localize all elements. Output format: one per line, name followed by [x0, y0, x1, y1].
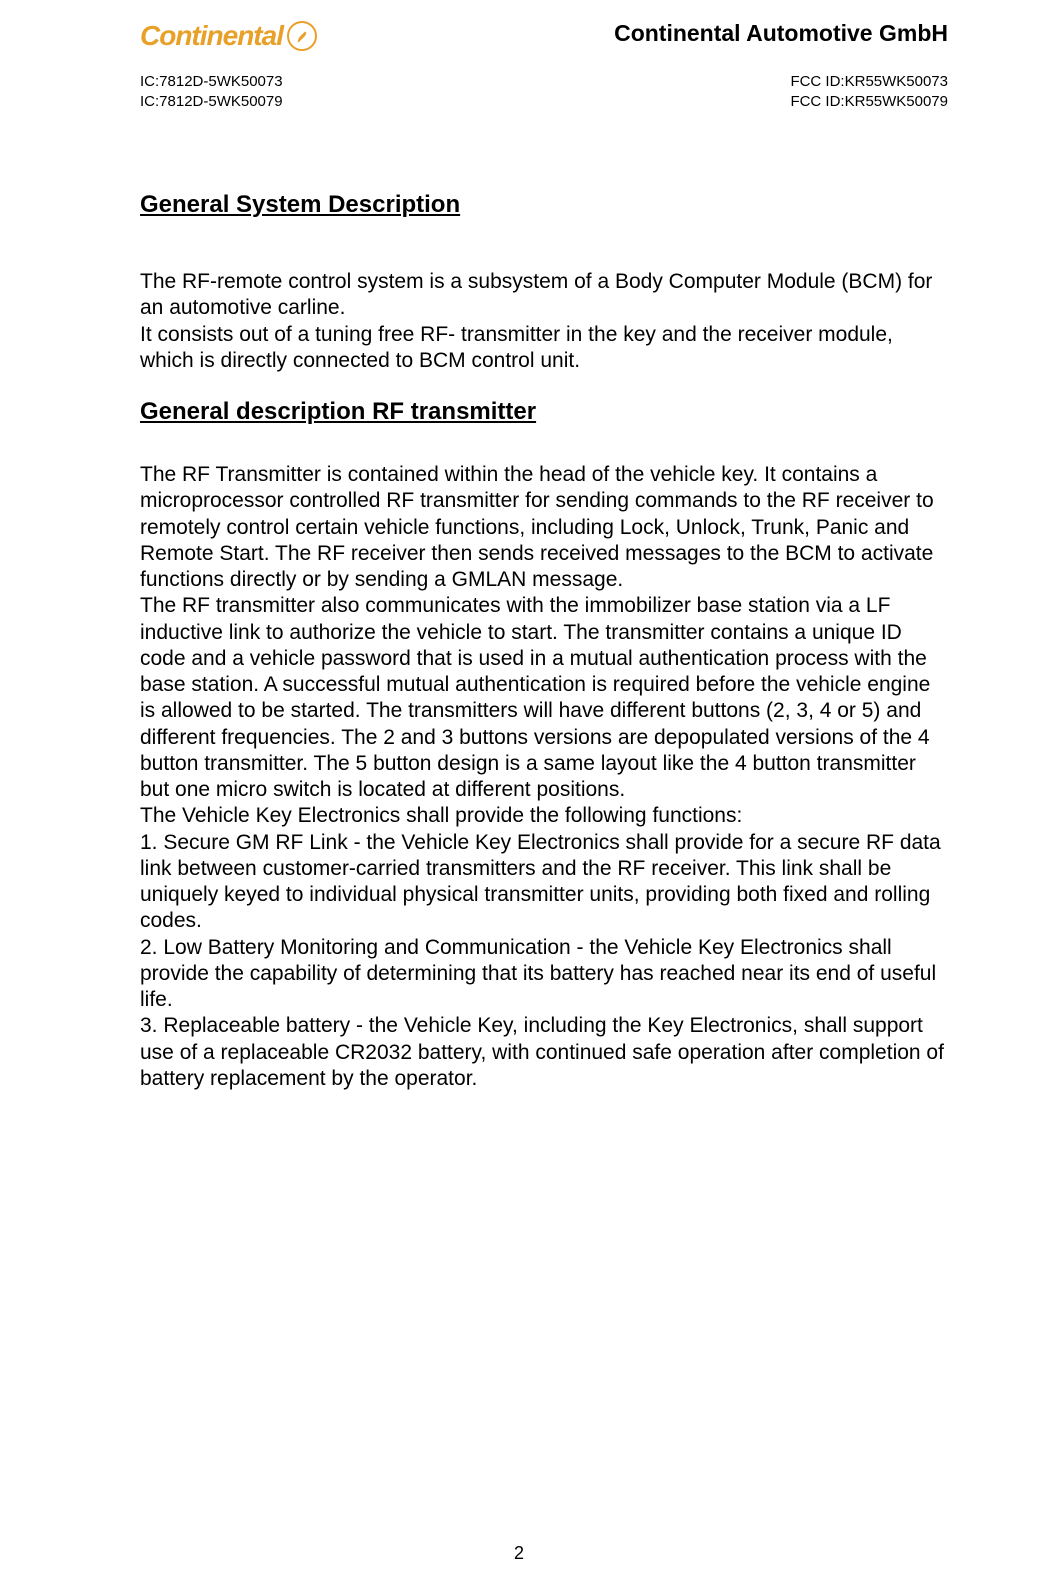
paragraph-7: 2. Low Battery Monitoring and Communicat…	[140, 935, 948, 1014]
logo-wordmark: Continental	[140, 20, 283, 52]
continental-logo: Continental	[140, 20, 317, 52]
fcc-id-1: FCC ID:KR55WK50073	[790, 72, 948, 92]
paragraph-3: The RF Transmitter is contained within t…	[140, 462, 948, 593]
ic-ids: IC:7812D-5WK50073 IC:7812D-5WK50079	[140, 72, 283, 111]
paragraph-1: The RF-remote control system is a subsys…	[140, 269, 948, 322]
heading-rf-transmitter: General description RF transmitter	[140, 398, 948, 426]
fcc-id-2: FCC ID:KR55WK50079	[790, 92, 948, 112]
ic-id-2: IC:7812D-5WK50079	[140, 92, 283, 112]
paragraph-2: It consists out of a tuning free RF- tra…	[140, 322, 948, 375]
paragraph-5: The Vehicle Key Electronics shall provid…	[140, 803, 948, 829]
ic-id-1: IC:7812D-5WK50073	[140, 72, 283, 92]
paragraph-6: 1. Secure GM RF Link - the Vehicle Key E…	[140, 830, 948, 935]
certification-ids: IC:7812D-5WK50073 IC:7812D-5WK50079 FCC …	[140, 72, 948, 111]
company-name: Continental Automotive GmbH	[614, 20, 948, 47]
fcc-ids: FCC ID:KR55WK50073 FCC ID:KR55WK50079	[790, 72, 948, 111]
paragraph-4: The RF transmitter also communicates wit…	[140, 593, 948, 803]
heading-general-system: General System Description	[140, 191, 948, 219]
paragraph-8: 3. Replaceable battery - the Vehicle Key…	[140, 1013, 948, 1092]
horse-icon	[287, 21, 317, 51]
document-header: Continental Continental Automotive GmbH	[140, 20, 948, 52]
page-number: 2	[514, 1543, 524, 1564]
